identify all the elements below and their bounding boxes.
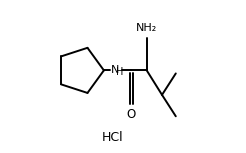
Text: NH₂: NH₂ <box>136 23 157 33</box>
Text: H: H <box>116 67 123 77</box>
Text: HCl: HCl <box>102 131 123 144</box>
Text: N: N <box>110 65 119 75</box>
Text: O: O <box>127 108 136 121</box>
